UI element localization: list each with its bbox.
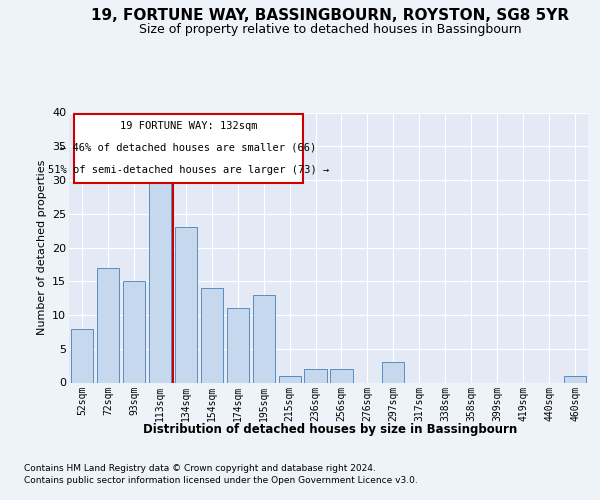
Bar [382,362,404,382]
Bar [149,160,171,382]
Bar [97,268,119,382]
Y-axis label: Number of detached properties: Number of detached properties [37,160,47,335]
Bar [564,376,586,382]
Bar [227,308,249,382]
Bar [304,369,326,382]
Bar [200,288,223,382]
Bar [331,369,353,382]
Bar [123,281,145,382]
Text: Contains HM Land Registry data © Crown copyright and database right 2024.: Contains HM Land Registry data © Crown c… [24,464,376,473]
Bar [175,227,197,382]
Bar [253,294,275,382]
Text: 51% of semi-detached houses are larger (73) →: 51% of semi-detached houses are larger (… [48,165,329,175]
Bar [278,376,301,382]
Text: Distribution of detached houses by size in Bassingbourn: Distribution of detached houses by size … [143,422,517,436]
Text: Contains public sector information licensed under the Open Government Licence v3: Contains public sector information licen… [24,476,418,485]
Text: 19, FORTUNE WAY, BASSINGBOURN, ROYSTON, SG8 5YR: 19, FORTUNE WAY, BASSINGBOURN, ROYSTON, … [91,8,569,22]
FancyBboxPatch shape [74,114,302,182]
Text: ← 46% of detached houses are smaller (66): ← 46% of detached houses are smaller (66… [60,142,316,152]
Bar [71,328,93,382]
Text: 19 FORTUNE WAY: 132sqm: 19 FORTUNE WAY: 132sqm [119,120,257,130]
Text: Size of property relative to detached houses in Bassingbourn: Size of property relative to detached ho… [139,24,521,36]
